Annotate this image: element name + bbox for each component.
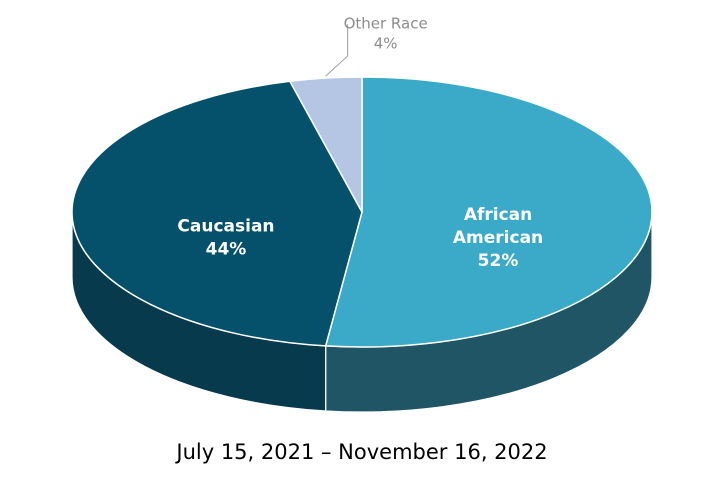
value-label: 4% bbox=[374, 35, 398, 53]
label-line: Caucasian bbox=[177, 216, 274, 236]
leader-line bbox=[325, 24, 349, 77]
caption: July 15, 2021 – November 16, 2022 bbox=[174, 440, 547, 464]
pie-slice bbox=[71, 80, 363, 347]
slice-label: Other Race bbox=[344, 15, 428, 33]
slice-label: Caucasian bbox=[177, 216, 274, 236]
label-line: American bbox=[453, 228, 543, 248]
value-label: 52% bbox=[478, 251, 519, 271]
value-label: 44% bbox=[206, 239, 247, 259]
label-line: African bbox=[464, 205, 532, 225]
pie-slice bbox=[324, 76, 653, 348]
slice-label: African American bbox=[453, 205, 543, 248]
pie-slice bbox=[288, 76, 363, 213]
